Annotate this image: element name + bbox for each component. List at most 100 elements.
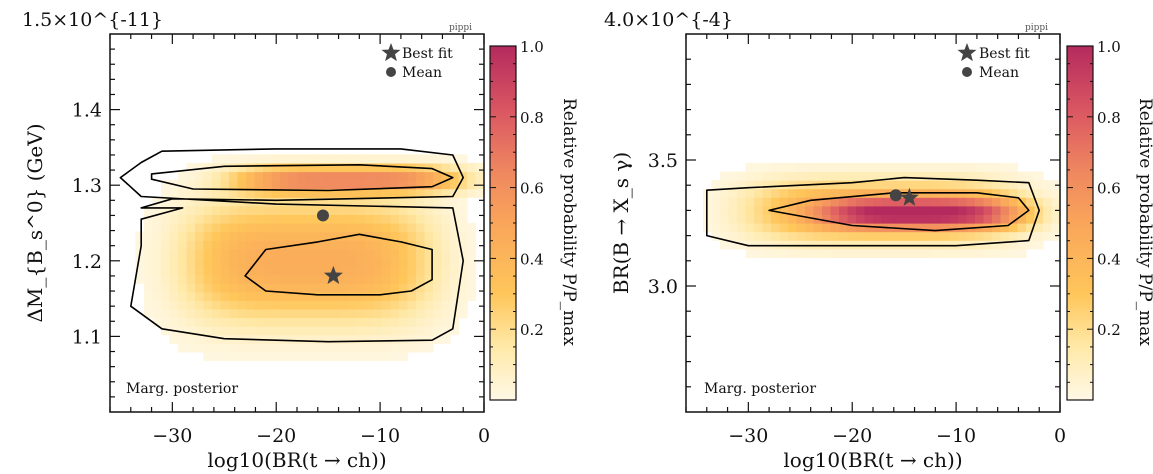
heatmap-cell	[305, 214, 315, 224]
heatmap-cell	[932, 231, 942, 241]
heatmap-cell	[475, 162, 484, 173]
heatmap-cell	[898, 223, 908, 233]
heatmap-cell	[169, 240, 179, 250]
heatmap-cell	[458, 291, 468, 301]
heatmap-cell	[356, 197, 366, 207]
heatmap-cell	[339, 188, 349, 198]
heatmap-cell	[348, 343, 358, 353]
heatmap-cell	[365, 351, 375, 362]
heatmap-cell	[407, 248, 417, 258]
heatmap-cell	[314, 274, 324, 284]
heatmap-cell	[983, 214, 993, 224]
heatmap-cell	[441, 223, 451, 233]
heatmap-cell	[246, 308, 256, 319]
heatmap-cell	[424, 248, 434, 258]
heatmap-cell	[450, 197, 460, 207]
heatmap-cell	[254, 257, 264, 267]
heatmap-cell	[407, 171, 417, 181]
heatmap-cell	[331, 317, 341, 327]
heatmap-cell	[212, 283, 222, 293]
heatmap-cell	[737, 205, 747, 215]
heatmap-cell	[745, 231, 755, 241]
colorbar-tick-label: 0.8	[1097, 109, 1121, 127]
colorbar-tick-label: 0.6	[520, 180, 544, 198]
heatmap-cell	[373, 162, 383, 173]
markers	[316, 209, 343, 284]
heatmap-cell	[246, 223, 256, 233]
heatmap-cell	[322, 308, 332, 319]
heatmap-cell	[212, 343, 222, 353]
heatmap-cell	[322, 248, 332, 258]
heatmap-cell	[416, 257, 426, 267]
heatmap-cell	[813, 205, 823, 215]
heatmap-cell	[399, 266, 409, 276]
heatmap-cell	[254, 240, 264, 250]
heatmap-cell	[271, 291, 281, 301]
heatmap-cell	[314, 266, 324, 276]
heatmap-cell	[382, 308, 392, 319]
heatmap-cell	[288, 300, 298, 310]
colorbar-tick-label: 0.8	[520, 109, 544, 127]
heatmap-cell	[399, 274, 409, 284]
heatmap-cell	[399, 308, 409, 319]
heatmap-cell	[288, 154, 298, 164]
heatmap-cell	[737, 214, 747, 224]
heatmap-cell	[458, 223, 468, 233]
heatmap-cell	[864, 188, 874, 198]
heatmap-cell	[288, 274, 298, 284]
heatmap-cell	[280, 317, 290, 327]
heatmap-cell	[949, 248, 959, 258]
heatmap-cell	[1026, 188, 1036, 198]
heatmap-cell	[356, 188, 366, 198]
heatmap-cell	[847, 248, 857, 258]
heatmap-cell	[373, 188, 383, 198]
heatmap-cell	[178, 171, 188, 181]
heatmap-cell	[467, 171, 477, 181]
heatmap-cell	[314, 351, 324, 362]
heatmap-cell	[246, 231, 256, 241]
heatmap-cell	[161, 308, 171, 319]
heatmap-cell	[237, 240, 247, 250]
heatmap-cell	[263, 171, 273, 181]
heatmap-cell	[992, 197, 1002, 207]
heatmap-cell	[983, 162, 993, 173]
heatmap-cell	[212, 326, 222, 336]
heatmap-cell	[416, 197, 426, 207]
heatmap-cell	[890, 248, 900, 258]
heatmap-cell	[907, 180, 917, 190]
heatmap-cell	[246, 188, 256, 198]
heatmap-cell	[339, 300, 349, 310]
heatmap-cell	[433, 291, 443, 301]
heatmap-cell	[864, 240, 874, 250]
heatmap-cell	[229, 274, 239, 284]
heatmap-cell	[915, 205, 925, 215]
heatmap-cell	[881, 197, 891, 207]
heatmap-cell	[263, 291, 273, 301]
x-tick-label: −30	[152, 425, 192, 447]
heatmap-cell	[728, 240, 738, 250]
heatmap-cell	[898, 180, 908, 190]
heatmap-cell	[254, 326, 264, 336]
heatmap-cell	[229, 248, 239, 258]
heatmap-cell	[450, 240, 460, 250]
heatmap-cell	[958, 214, 968, 224]
heatmap-cell	[856, 248, 866, 258]
heatmap-cell	[152, 223, 162, 233]
heatmap-cell	[305, 266, 315, 276]
heatmap-cell	[1000, 180, 1010, 190]
heatmap-cell	[932, 223, 942, 233]
heatmap-cell	[949, 162, 959, 173]
heatmap-cell	[288, 248, 298, 258]
heatmap-cell	[186, 300, 196, 310]
heatmap-cell	[737, 188, 747, 198]
heatmap-cell	[796, 197, 806, 207]
colorbar: 0.2 0.4 0.6 0.8 1.0 Relative probability P/P…	[1066, 38, 1153, 401]
heatmap-cell	[771, 231, 781, 241]
heatmap-cell	[365, 326, 375, 336]
heatmap-cell	[745, 205, 755, 215]
heatmap-cell	[433, 231, 443, 241]
heatmap-cell	[830, 240, 840, 250]
heatmap-cell	[280, 197, 290, 207]
heatmap-cell	[203, 205, 213, 215]
heatmap-cell	[382, 266, 392, 276]
